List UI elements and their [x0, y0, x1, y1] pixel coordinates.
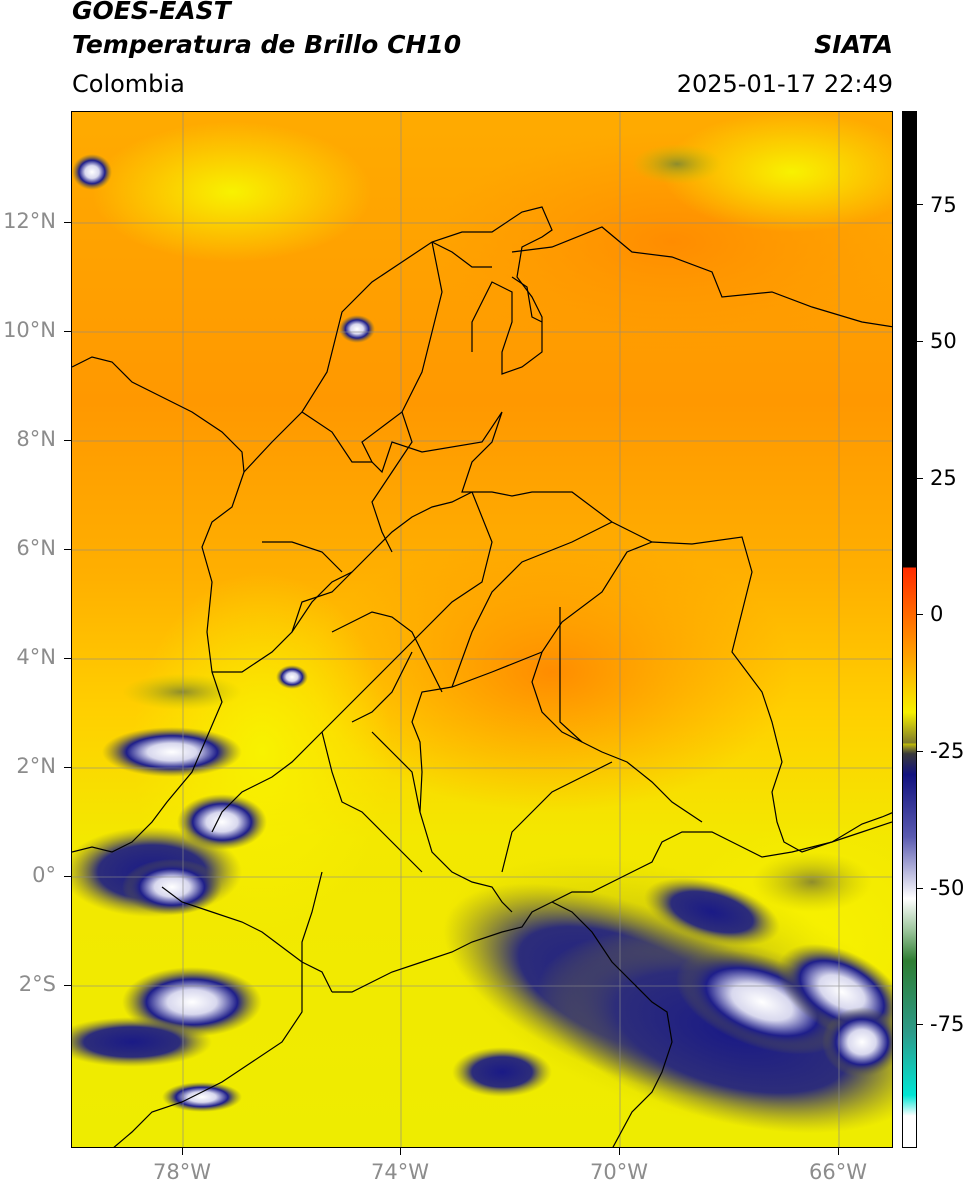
lat-tick [64, 222, 71, 223]
lat-label-6n: 6°N [16, 536, 56, 560]
map-canvas [72, 112, 892, 1147]
lon-label-78w: 78°W [153, 1160, 211, 1184]
lon-label-74w: 74°W [371, 1160, 429, 1184]
lat-tick [64, 985, 71, 986]
lon-tick [838, 1148, 839, 1155]
cloud-cluster-pacific [72, 144, 722, 1112]
colorbar-label-25: 25 [930, 466, 957, 490]
colorbar-label-neg25: -25 [930, 739, 965, 763]
cloud-cluster-southeast [441, 852, 892, 1134]
organization-label: SIATA [814, 30, 893, 59]
colorbar [902, 111, 917, 1148]
timestamp-label: 2025-01-17 22:49 [676, 70, 893, 98]
lat-label-2n: 2°N [16, 754, 56, 778]
colorbar-label-neg75: -75 [930, 1012, 965, 1036]
lat-tick [64, 876, 71, 877]
lat-label-12n: 12°N [3, 209, 56, 233]
lon-label-66w: 66°W [809, 1160, 867, 1184]
lat-tick [64, 549, 71, 550]
colorbar-tick [917, 1024, 923, 1025]
lat-tick [64, 767, 71, 768]
colorbar-label-75: 75 [930, 193, 957, 217]
title-satellite: GOES-EAST [72, 0, 231, 25]
colorbar-tick [917, 341, 923, 342]
graticule [72, 112, 892, 1147]
colorbar-tick [917, 751, 923, 752]
colorbar-tick [917, 888, 923, 889]
title-product: Temperatura de Brillo CH10 [72, 30, 462, 59]
colorbar-label-neg50: -50 [930, 876, 965, 900]
colorbar-tick [917, 204, 923, 205]
lat-label-4n: 4°N [16, 645, 56, 669]
colorbar-label-50: 50 [930, 329, 957, 353]
lat-tick [64, 331, 71, 332]
lon-label-70w: 70°W [590, 1160, 648, 1184]
lon-tick [182, 1148, 183, 1155]
lat-tick [64, 440, 71, 441]
lon-tick [619, 1148, 620, 1155]
region-label: Colombia [72, 70, 185, 98]
borders [72, 206, 892, 1147]
colorbar-tick [917, 478, 923, 479]
lat-tick [64, 658, 71, 659]
colorbar-label-0: 0 [930, 602, 944, 626]
lat-label-8n: 8°N [16, 427, 56, 451]
lat-label-2s: 2°S [18, 972, 56, 996]
lat-label-0: 0° [32, 863, 56, 887]
colorbar-tick [917, 614, 923, 615]
lat-label-10n: 10°N [3, 318, 56, 342]
satellite-map [71, 111, 893, 1148]
lon-tick [400, 1148, 401, 1155]
